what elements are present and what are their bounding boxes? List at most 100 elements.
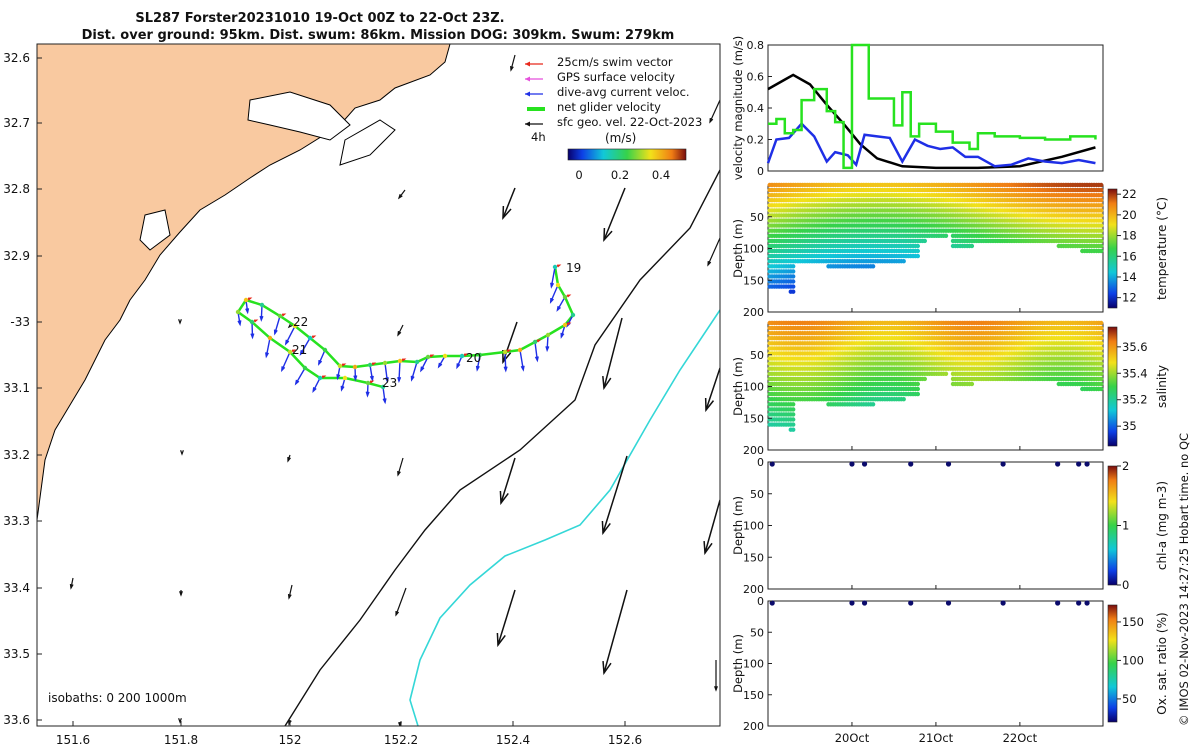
section-point xyxy=(791,412,796,417)
depth-tick-label: 0 xyxy=(757,595,764,608)
track-point xyxy=(502,349,508,355)
date-tick-label: 21Oct xyxy=(919,731,954,745)
section-point xyxy=(1099,223,1104,228)
section-point xyxy=(1099,248,1104,254)
colorbar-tick-0.2: 0.2 xyxy=(611,168,629,182)
swim-vector-head xyxy=(321,375,327,379)
lat-tick-label: -33 xyxy=(10,315,30,329)
section-point xyxy=(915,381,920,387)
current-vector-head xyxy=(520,365,525,372)
track-point xyxy=(552,264,558,270)
lon-tick-label: 152.2 xyxy=(384,733,418,747)
section-point xyxy=(791,427,796,432)
section-point xyxy=(1099,356,1104,361)
current-vector-shaft xyxy=(534,341,539,361)
lat-tick-label: 32.6 xyxy=(3,51,30,65)
depth-axis-label: Depth (m) xyxy=(731,219,745,278)
depth-axis-label: Depth (m) xyxy=(731,634,745,693)
colorbar-tick-label: 35 xyxy=(1122,419,1137,433)
current-vector-head xyxy=(299,350,305,356)
track-point xyxy=(414,359,420,365)
track-point xyxy=(367,362,373,368)
legend-gps-velocity: GPS surface velocity xyxy=(557,70,675,84)
track-point xyxy=(562,294,568,300)
estuary-2 xyxy=(339,119,396,166)
estuary-3 xyxy=(139,209,171,251)
current-vector-head xyxy=(410,375,415,382)
lat-tick-label: 33.2 xyxy=(3,448,30,462)
swim-vector-head xyxy=(247,297,253,301)
current-vector-shaft xyxy=(550,266,556,287)
current-vector-shaft xyxy=(410,361,418,381)
current-vector-shaft xyxy=(300,337,311,355)
geo-arrow-head xyxy=(287,456,291,463)
lat-tick-label: 33.1 xyxy=(3,381,30,395)
map-axis-ticks: 151.6 151.8 152 152.2 152.4 152.6 32.6 32.7 32.8… xyxy=(3,51,642,747)
colorbar-label: chl-a (mg m-3) xyxy=(1155,481,1169,570)
section-point xyxy=(1099,238,1104,244)
section-axes xyxy=(767,600,1104,727)
footer-credit: © IMOS 02-Nov-2023 14:27:25 Hobart time.… xyxy=(1177,433,1191,726)
date-tick-label: 22Oct xyxy=(1003,731,1038,745)
section-colorbar xyxy=(1107,604,1118,723)
current-vector-head xyxy=(336,374,341,381)
colorbar-tick-label: 35.6 xyxy=(1122,340,1148,354)
depth-tick-label: 150 xyxy=(743,412,764,425)
section-point xyxy=(1099,198,1104,203)
depth-tick-label: 50 xyxy=(750,349,764,362)
surface-sample-point xyxy=(1055,600,1061,606)
current-vector-head xyxy=(556,306,561,312)
swim-vector-head xyxy=(566,294,572,298)
depth-tick-label: 200 xyxy=(743,720,764,733)
colorbar-tick-label: 150 xyxy=(1122,615,1144,629)
colorbar-label: salinity xyxy=(1155,365,1169,408)
section-point xyxy=(1099,182,1104,188)
section-point xyxy=(1099,381,1104,387)
section-point xyxy=(791,402,796,407)
section-point xyxy=(1099,208,1104,213)
velocity-axes xyxy=(767,44,1104,172)
track-point xyxy=(562,322,568,328)
track-point xyxy=(365,380,371,386)
colorbar-tick-0.4: 0.4 xyxy=(652,168,670,182)
swim-vector-head xyxy=(371,362,377,366)
geo-arrow-head xyxy=(714,686,718,692)
land-mass xyxy=(37,44,451,521)
swim-vector-head xyxy=(291,349,297,353)
swim-vector-head xyxy=(429,354,435,358)
geo-arrow-head xyxy=(287,323,293,329)
legend-net-velocity: net glider velocity xyxy=(557,100,661,114)
track-point xyxy=(555,282,561,288)
current-vector-head xyxy=(265,352,270,359)
current-vector-head xyxy=(545,346,550,353)
date-tick-label: 20Oct xyxy=(835,731,870,745)
section-colorbar xyxy=(1107,465,1118,586)
section-point xyxy=(915,248,920,254)
section-point xyxy=(1099,361,1104,366)
section-point xyxy=(791,289,796,294)
depth-axis-label: Depth (m) xyxy=(731,496,745,555)
depth-tick-label: 150 xyxy=(743,274,764,287)
day-label-19: 19 xyxy=(566,261,581,275)
title-line-1: SL287 Forster20231010 19-Oct 00Z to 22-O… xyxy=(135,11,504,26)
current-vector-shaft xyxy=(384,362,389,382)
section-point xyxy=(1099,341,1104,346)
section-colorbar xyxy=(1107,326,1118,447)
series-surface-geostrophic-velocity xyxy=(767,73,1096,170)
swim-vector-head xyxy=(341,363,347,367)
geo-arrow-head xyxy=(601,520,611,536)
geo-arrow-shaft xyxy=(603,317,623,389)
geo-arrow-head xyxy=(496,632,506,648)
isobath-label: isobaths: 0 200 1000m xyxy=(48,691,187,705)
section-point xyxy=(791,269,796,274)
day-label-21: 21 xyxy=(292,343,307,357)
glider-track xyxy=(235,264,576,405)
current-vector-shaft xyxy=(265,337,271,357)
colorbar-tick-label: 35.2 xyxy=(1122,393,1148,407)
section-point xyxy=(1099,331,1104,336)
current-vector-shaft xyxy=(504,351,507,371)
legend-4h: 4h xyxy=(531,130,546,144)
velocity-ylabel: velocity magnitude (m/s) xyxy=(731,36,745,181)
track-point xyxy=(532,339,538,345)
